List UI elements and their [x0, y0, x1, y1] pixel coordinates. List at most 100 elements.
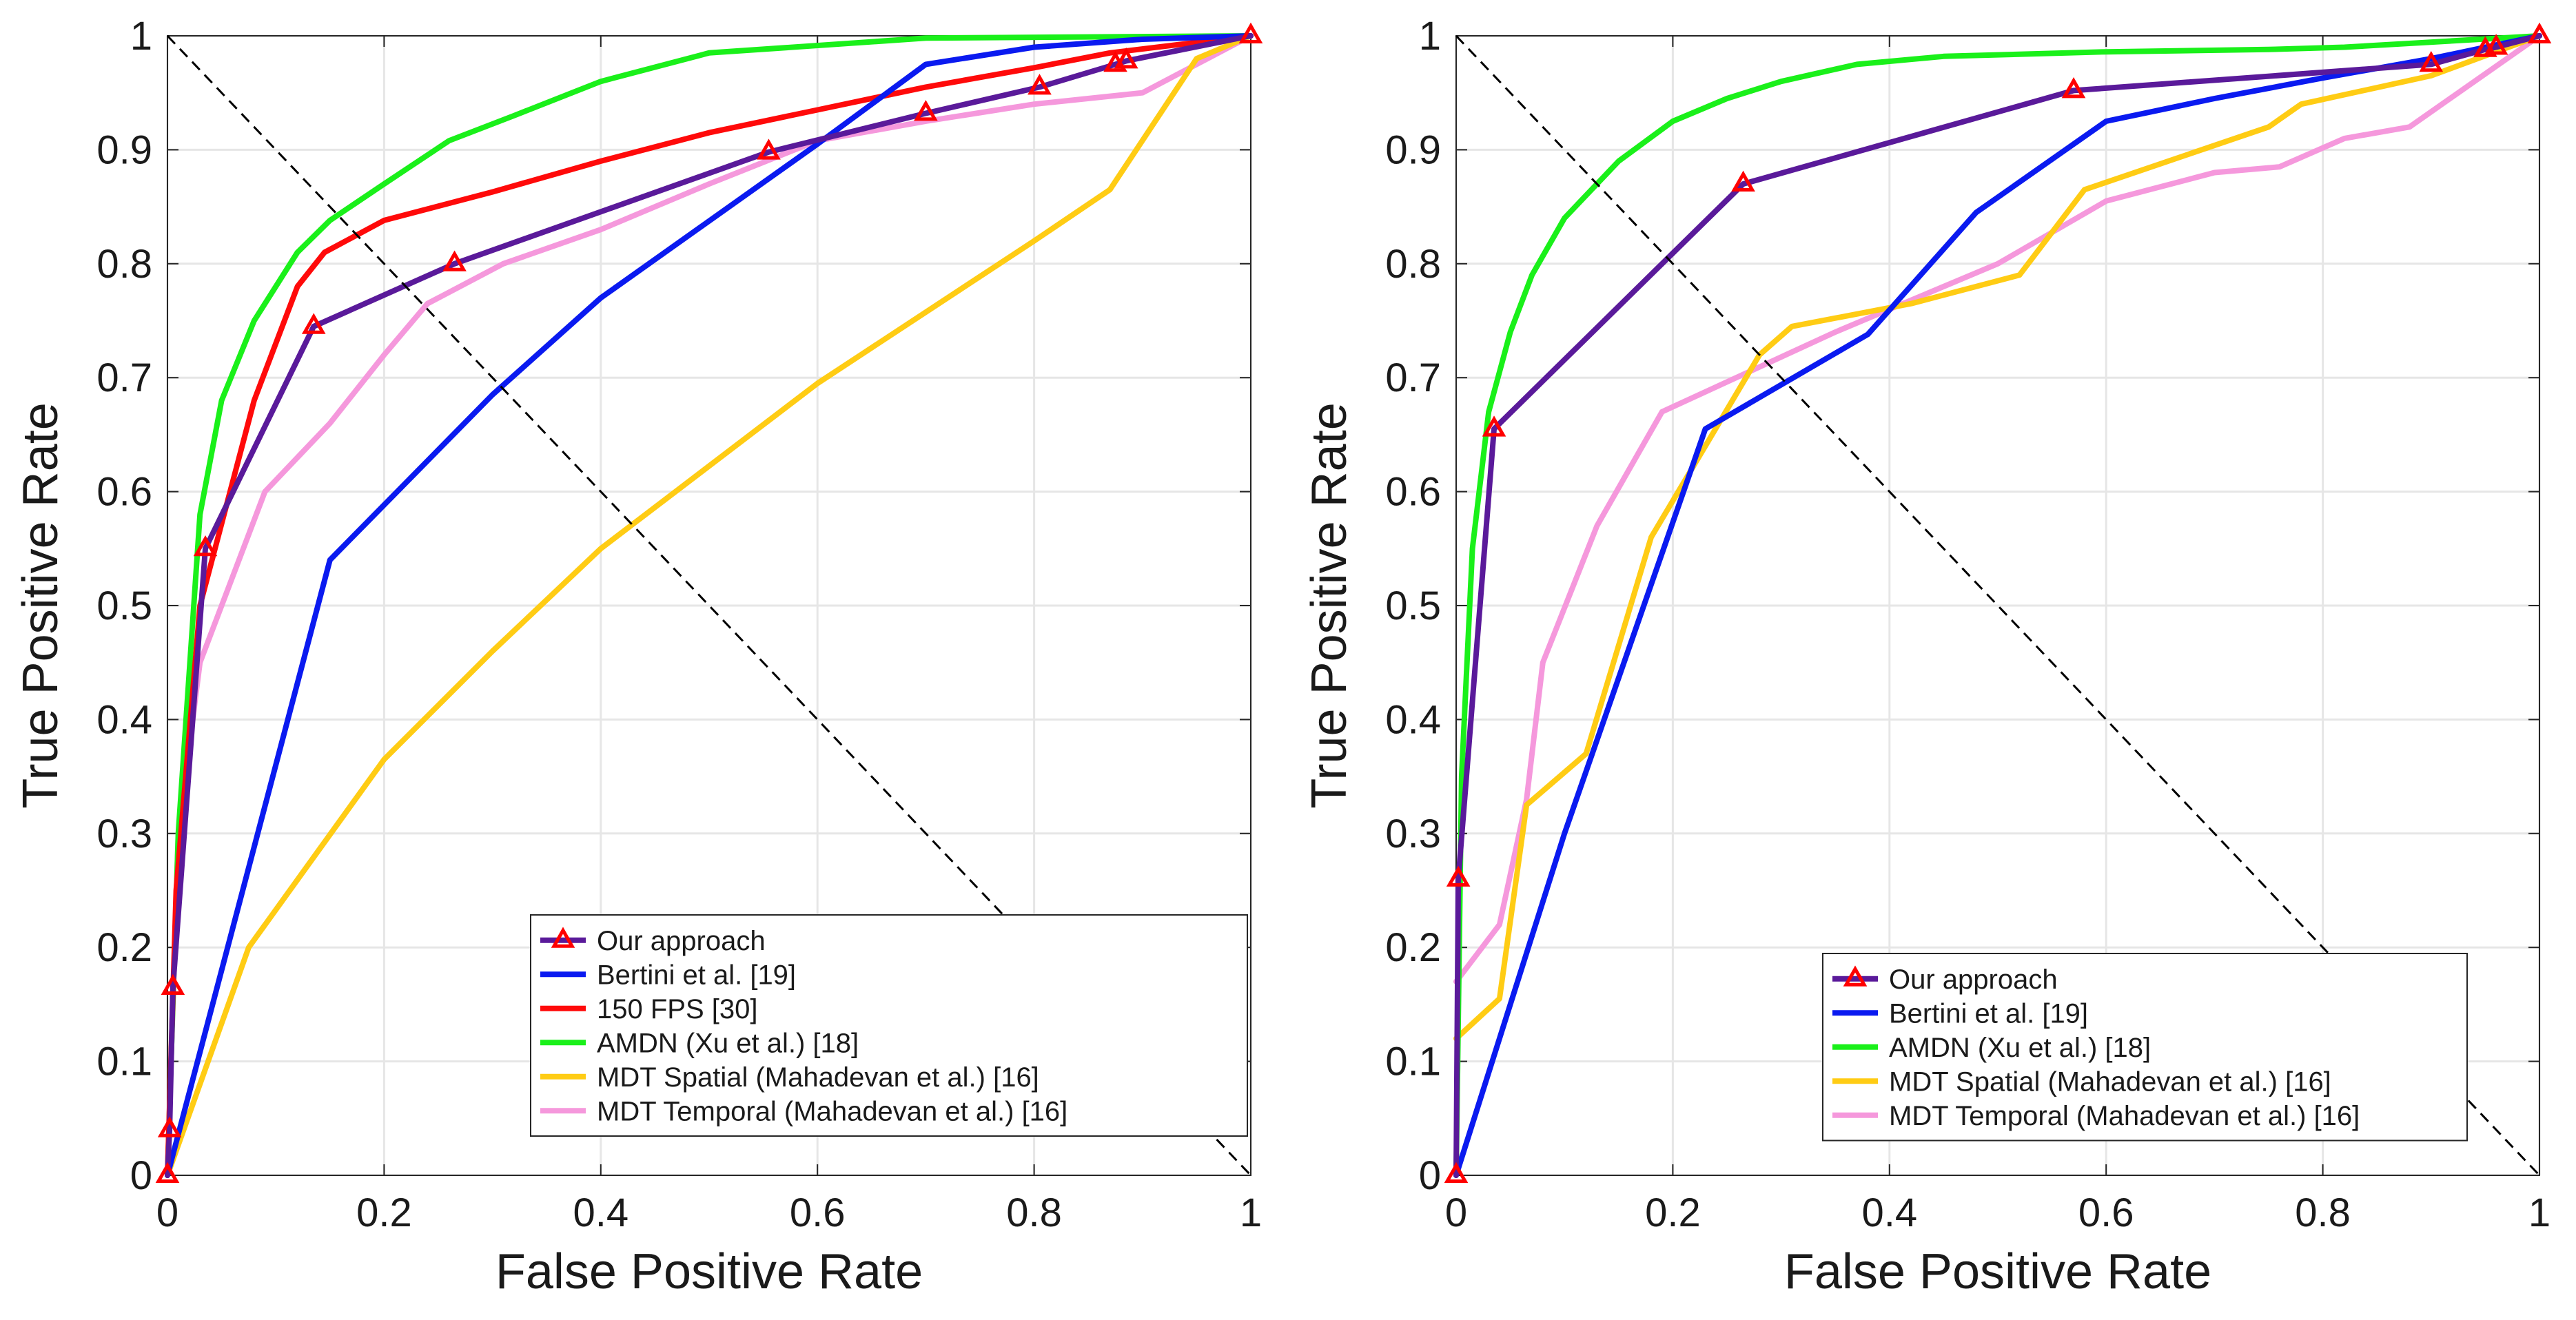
legend-label: Our approach — [1889, 965, 2058, 995]
x-tick-label: 1 — [1240, 1190, 1262, 1235]
legend-label: AMDN (Xu et al.) [18] — [597, 1028, 859, 1058]
series-mdt-temporal-mahadevan-et-al-16 — [165, 33, 1254, 1178]
legend-marker — [1843, 965, 1868, 987]
x-tick-label: 0.2 — [1645, 1190, 1701, 1235]
series-line — [165, 33, 1254, 1178]
series-line — [165, 33, 1254, 1178]
series-marker — [757, 138, 781, 160]
y-tick-label: 0.5 — [1385, 584, 1441, 628]
series-marker — [1114, 48, 1138, 69]
legend-item: MDT Spatial (Mahadevan et al.) [16] — [1832, 1066, 2331, 1097]
legend-item: MDT Temporal (Mahadevan et al.) [16] — [540, 1096, 1067, 1126]
series-line — [1453, 33, 2542, 1178]
series-marker — [1238, 22, 1263, 43]
series-mdt-spatial-mahadevan-et-al-16 — [165, 33, 1254, 1178]
series-mdt-temporal-mahadevan-et-al-16 — [1453, 33, 2542, 984]
y-tick-label: 0.6 — [1385, 470, 1441, 515]
series-marker — [1446, 865, 1471, 887]
series-150-fps-30 — [165, 33, 1254, 1178]
y-tick-label: 0.2 — [96, 925, 152, 970]
series-marker — [914, 100, 938, 121]
legend-label: Our approach — [597, 926, 766, 956]
series-bertini-et-al-19 — [165, 33, 1254, 1178]
x-tick-label: 0.8 — [2295, 1190, 2351, 1235]
x-tick-label: 0.4 — [1861, 1190, 1917, 1235]
y-tick-label: 0.9 — [96, 127, 152, 172]
series-marker — [2419, 51, 2444, 72]
y-tick-label: 0.7 — [1385, 355, 1441, 400]
legend-label: MDT Temporal (Mahadevan et al.) [16] — [1889, 1101, 2360, 1131]
series-line — [1453, 33, 2542, 1042]
series-marker — [1444, 1162, 1469, 1183]
y-tick-label: 0.4 — [1385, 697, 1441, 742]
y-tick-label: 0.8 — [1385, 242, 1441, 287]
y-tick-label: 0.9 — [1385, 127, 1441, 172]
legend-item: Bertini et al. [19] — [1832, 998, 2088, 1029]
legend-item: MDT Temporal (Mahadevan et al.) [16] — [1832, 1101, 2360, 1131]
legend-label: MDT Spatial (Mahadevan et al.) [16] — [1889, 1066, 2331, 1097]
x-tick-label: 0.6 — [2078, 1190, 2134, 1235]
y-tick-label: 0 — [130, 1153, 152, 1198]
series-marker — [1482, 415, 1506, 437]
series-marker — [1028, 74, 1052, 95]
legend: Our approach Bertini et al. [19] 150 FPS [… — [530, 914, 1248, 1137]
legend-label: 150 FPS [30] — [597, 994, 757, 1024]
series-marker — [193, 535, 218, 557]
series-amdn-xu-et-al-18 — [1453, 33, 2542, 1178]
legend-item: AMDN (Xu et al.) [18] — [1832, 1033, 2151, 1063]
legend-label: AMDN (Xu et al.) [18] — [1889, 1033, 2151, 1063]
y-tick-label: 0.1 — [1385, 1040, 1441, 1084]
x-tick-label: 0 — [156, 1190, 178, 1235]
roc-chart-right: 0 0.2 0.4 0.6 0.8 1 0 0.1 0.2 0.3 0.4 0.5 0.6 0.7 0.8 0… — [1302, 14, 2552, 1299]
y-axis-label: True Positive Rate — [1302, 402, 1357, 809]
x-tick-label: 0.8 — [1006, 1190, 1062, 1235]
series-our-approach — [155, 22, 1263, 1183]
x-tick-label: 0 — [1445, 1190, 1467, 1235]
roc-chart-left: 0 0.2 0.4 0.6 0.8 1 0 0.1 0.2 0.3 0.4 0.5 0.6 0.7 0.8 0… — [13, 14, 1263, 1299]
series-marker — [2484, 34, 2508, 55]
legend-item: Bertini et al. [19] — [540, 960, 796, 990]
x-tick-label: 1 — [2528, 1190, 2551, 1235]
y-tick-label: 1 — [1419, 14, 1441, 59]
y-tick-label: 0.5 — [96, 584, 152, 628]
x-axis-label: False Positive Rate — [495, 1244, 923, 1299]
legend-item: MDT Spatial (Mahadevan et al.) [16] — [540, 1062, 1039, 1093]
x-tick-label: 0.2 — [356, 1190, 412, 1235]
series-line — [165, 33, 1254, 1178]
series-line — [1453, 33, 2542, 1178]
y-tick-label: 0.2 — [1385, 925, 1441, 970]
series-line — [1453, 33, 2542, 984]
series-line — [165, 33, 1254, 1178]
series-marker — [2061, 77, 2086, 99]
legend-label: MDT Temporal (Mahadevan et al.) [16] — [597, 1096, 1067, 1126]
series-marker — [442, 250, 467, 271]
series-marker — [2527, 22, 2552, 43]
legend-item: Our approach — [540, 926, 766, 956]
y-tick-label: 0.8 — [96, 242, 152, 287]
y-tick-label: 0.3 — [1385, 812, 1441, 856]
y-tick-label: 0.7 — [96, 355, 152, 400]
series-line — [165, 33, 1254, 1178]
series-marker — [1731, 170, 1755, 192]
y-tick-label: 0 — [1419, 1153, 1441, 1198]
y-tick-label: 0.6 — [96, 470, 152, 515]
legend-item: AMDN (Xu et al.) [18] — [540, 1028, 859, 1058]
y-tick-label: 0.1 — [96, 1040, 152, 1084]
series-amdn-xu-et-al-18 — [165, 33, 1254, 1178]
legend-item: Our approach — [1832, 965, 2058, 995]
legend-label: Bertini et al. [19] — [597, 960, 796, 990]
legend-label: Bertini et al. [19] — [1889, 998, 2088, 1029]
y-tick-label: 0.4 — [96, 697, 152, 742]
x-tick-label: 0.6 — [790, 1190, 846, 1235]
y-tick-label: 1 — [130, 14, 152, 59]
series-mdt-spatial-mahadevan-et-al-16 — [1453, 33, 2542, 1042]
legend-marker — [551, 927, 575, 948]
x-tick-label: 0.4 — [573, 1190, 628, 1235]
legend-label: MDT Spatial (Mahadevan et al.) [16] — [597, 1062, 1039, 1093]
series-our-approach — [1444, 22, 2552, 1183]
y-tick-label: 0.3 — [96, 812, 152, 856]
series-marker — [301, 313, 326, 334]
series-marker — [157, 1116, 182, 1137]
